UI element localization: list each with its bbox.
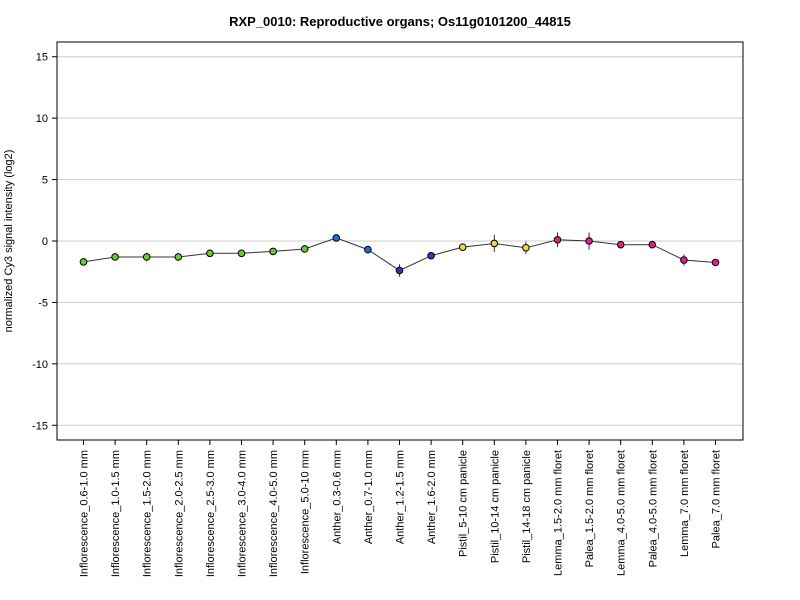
x-tick-label: Pistil_14-18 cm panicle [521,450,533,563]
data-point [616,240,625,249]
data-point [142,253,151,261]
data-point [206,249,214,258]
x-tick-label: Pistil_5-10 cm panicle [458,450,470,557]
y-axis: -15 -10 -5 0 5 10 15 [32,52,57,432]
data-point [427,251,435,260]
x-tick-label: Inflorescence_2.0-2.5 mm [173,450,185,577]
x-tick-label: Inflorescence_4.0-5.0 mm [268,450,280,577]
data-point [458,243,467,251]
y-tick-label: 15 [36,52,48,64]
data-point [269,247,277,256]
x-tick-label: Anther_1.2-1.5 mm [395,450,407,544]
x-axis: Inflorescence_0.6-1.0 mm Inflorescence_1.… [79,440,723,577]
y-tick-label: 0 [42,236,48,248]
data-point [490,239,499,248]
grid-lines [57,56,743,426]
data-series [79,232,720,277]
x-tick-label: Inflorescence_3.0-4.0 mm [237,450,249,577]
data-point [79,258,88,266]
data-point [585,237,593,245]
data-point [680,256,688,264]
data-point [553,235,562,244]
data-point [648,240,657,249]
data-point [522,243,530,252]
data-point [332,234,341,242]
y-axis-label: normalized Cy3 signal intensity (log2) [3,150,15,333]
y-tick-label: -15 [32,420,48,432]
x-tick-label: Inflorescence_5.0-10 mm [300,450,312,574]
y-tick-label: -5 [38,297,48,309]
x-tick-label: Anther_0.3-0.6 mm [331,450,343,544]
data-point [395,266,404,275]
data-point [300,245,309,253]
y-tick-label: -10 [32,359,48,371]
data-point [237,249,246,258]
x-tick-label: Palea_4.0-5.0 mm floret [647,450,659,567]
x-tick-label: Palea_1.5-2.0 mm floret [584,450,596,567]
plot-frame [56,41,744,441]
x-tick-label: Lemma_4.0-5.0 mm floret [616,450,628,576]
y-tick-label: 10 [36,113,48,125]
x-tick-label: Lemma_7.0 mm floret [679,450,691,557]
x-tick-label: Inflorescence_1.0-1.5 mm [110,450,122,577]
x-tick-label: Pistil_10-14 cm panicle [489,450,501,563]
data-point [111,253,119,261]
data-point [711,258,720,267]
x-tick-label: Palea_7.0 mm floret [711,450,723,548]
x-tick-label: Inflorescence_0.6-1.0 mm [79,450,91,577]
x-tick-label: Anther_1.6-2.0 mm [426,450,438,544]
y-tick-label: 5 [42,175,48,187]
x-tick-label: Anther_0.7-1.0 mm [363,450,375,544]
chart-title: RXP_0010: Reproductive organs; Os11g0101… [229,14,571,29]
data-point [174,253,183,261]
x-tick-label: Inflorescence_1.5-2.0 mm [142,450,154,577]
x-tick-label: Inflorescence_2.5-3.0 mm [205,450,217,577]
data-point [364,245,372,254]
x-tick-label: Lemma_1.5-2.0 mm floret [553,450,565,576]
